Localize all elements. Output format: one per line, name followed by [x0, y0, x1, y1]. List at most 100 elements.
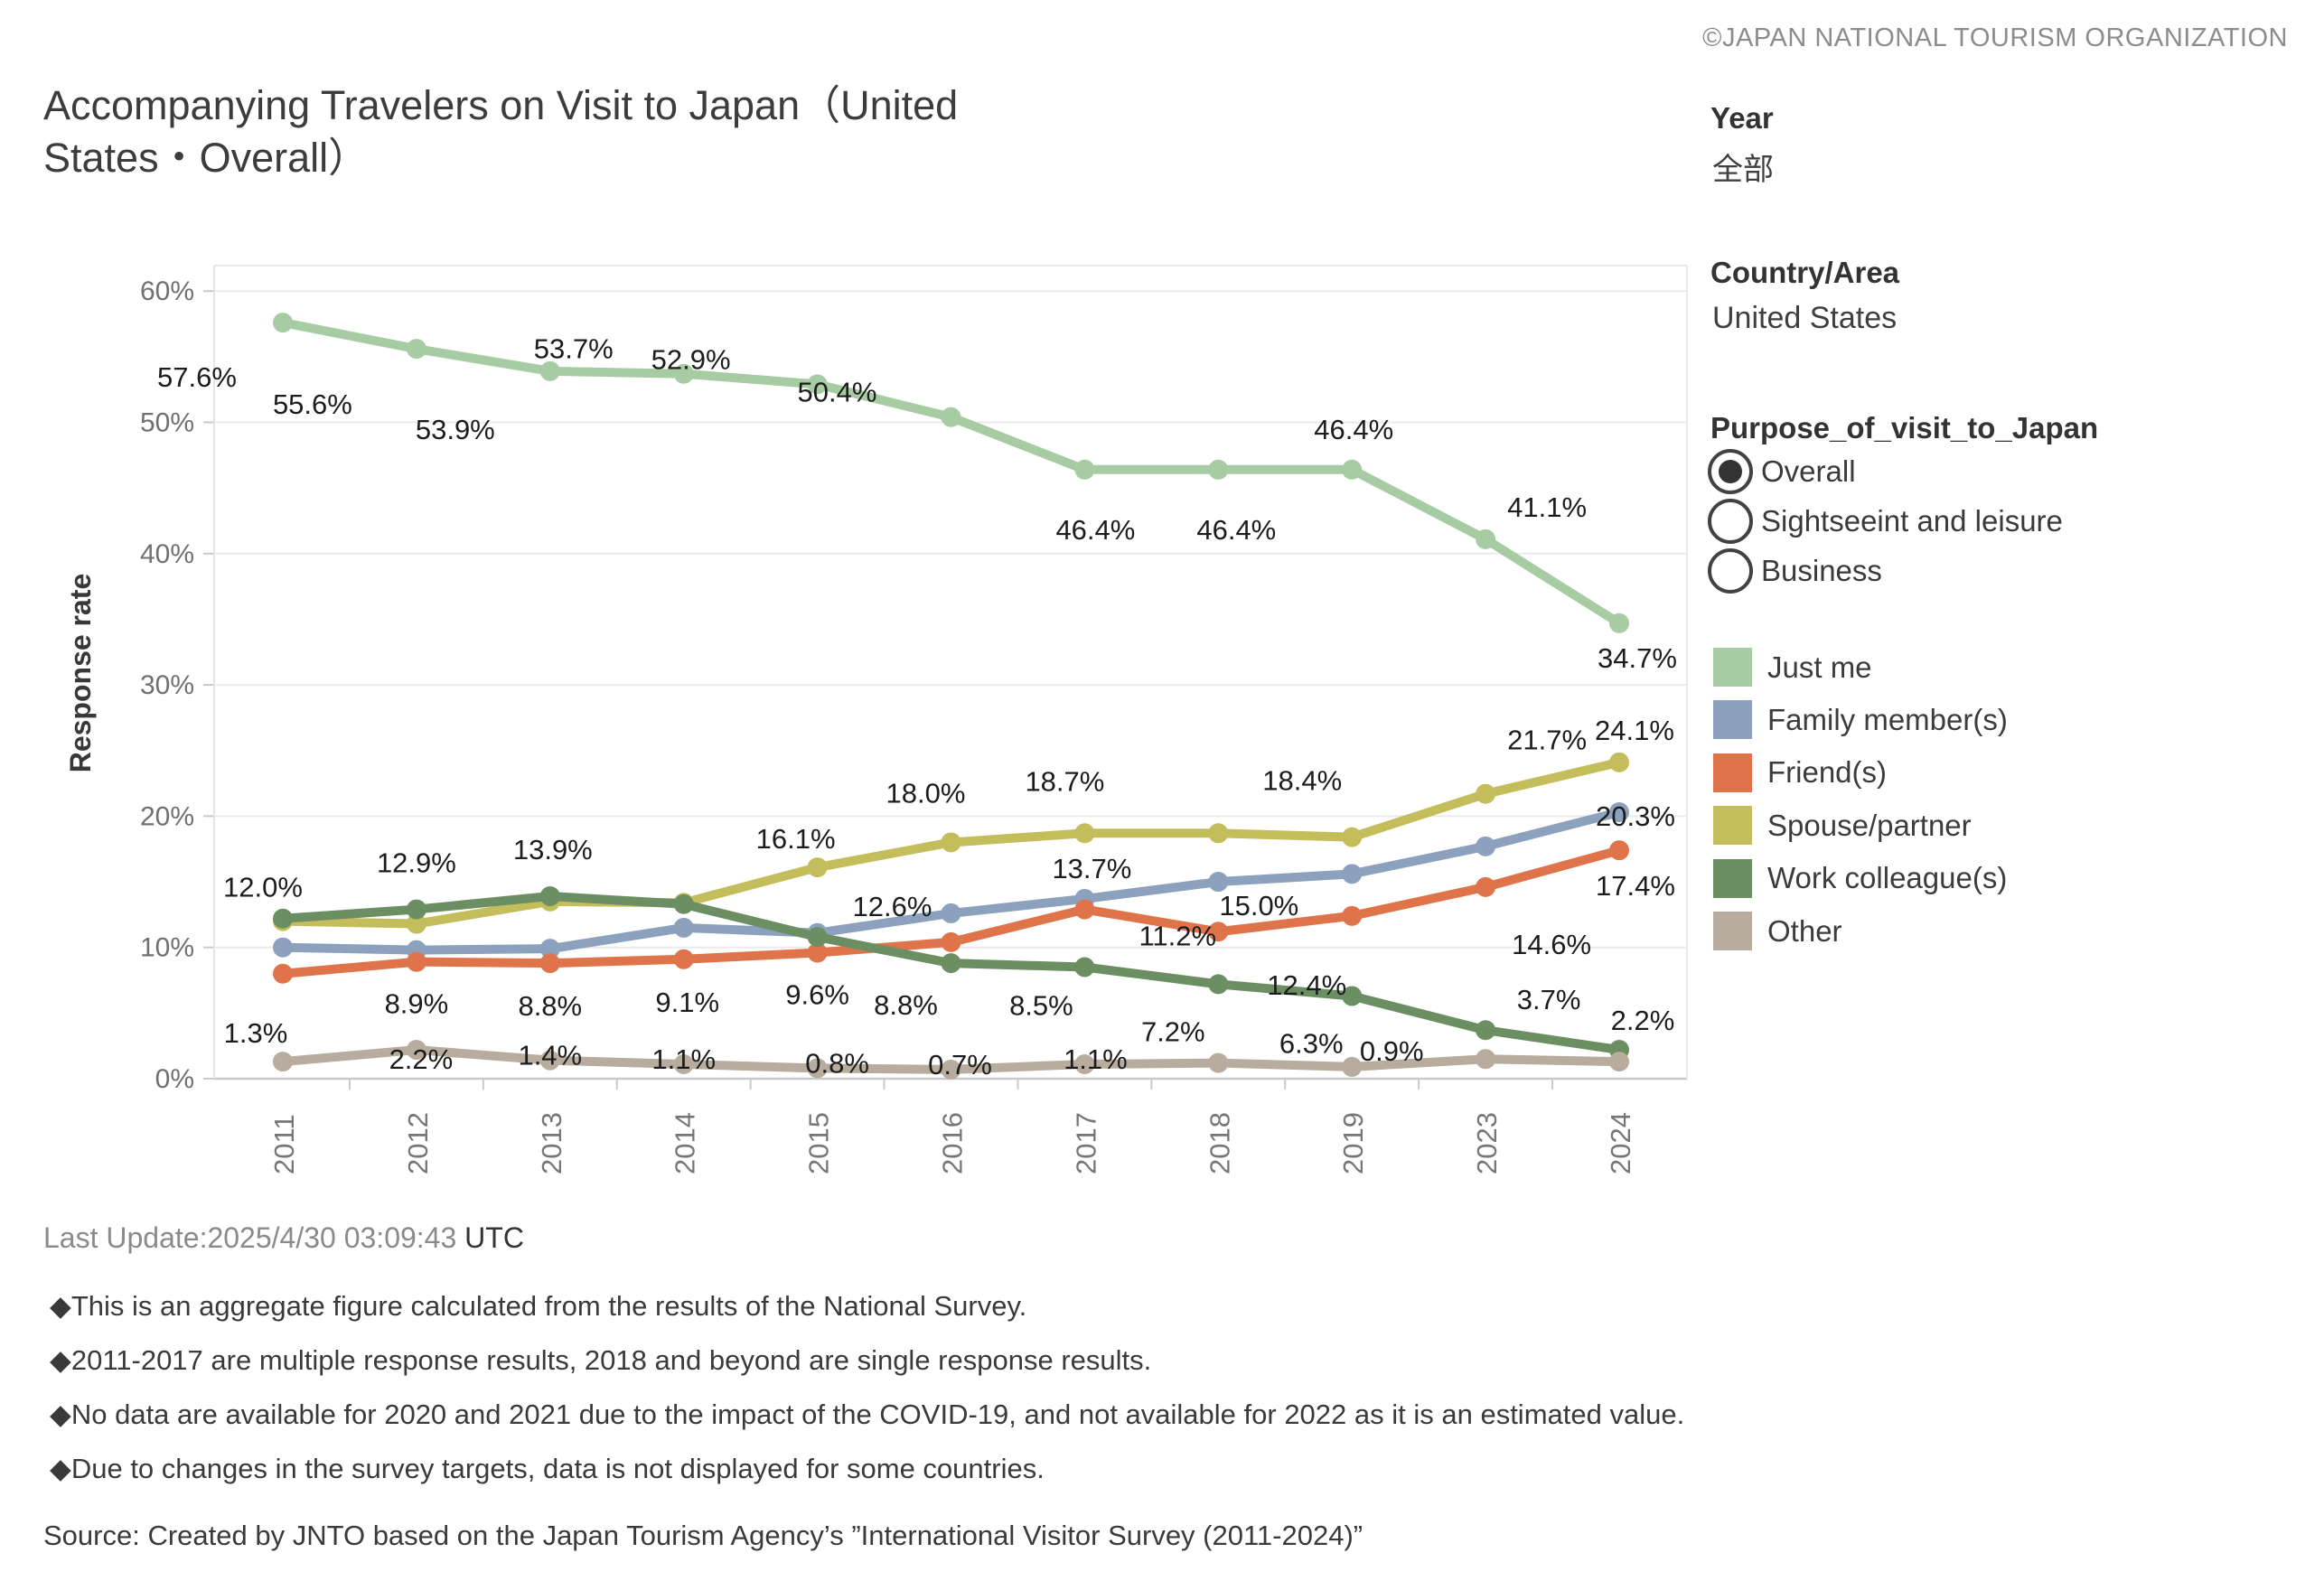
data-point[interactable] [673, 949, 694, 969]
data-point[interactable] [673, 1054, 694, 1075]
data-point-label: 20.3% [1596, 800, 1675, 832]
legend-item-just-me[interactable]: Just me [1713, 648, 1872, 687]
data-point[interactable] [1342, 459, 1363, 480]
data-point[interactable] [1074, 1054, 1095, 1075]
y-tick-label: 0% [155, 1064, 194, 1094]
data-point[interactable] [1208, 823, 1229, 844]
data-point[interactable] [673, 363, 694, 384]
legend-item-spouse-partner[interactable]: Spouse/partner [1713, 806, 1972, 846]
data-point[interactable] [941, 407, 961, 427]
data-point[interactable] [539, 360, 560, 381]
legend-item-other[interactable]: Other [1713, 912, 1842, 950]
country-filter-value[interactable]: United States [1712, 301, 1898, 335]
data-point[interactable] [673, 893, 694, 914]
data-point[interactable] [941, 931, 961, 952]
data-point-label: 13.9% [513, 834, 593, 865]
data-point[interactable] [941, 832, 961, 853]
data-point[interactable] [1342, 905, 1363, 926]
data-point[interactable] [1342, 1056, 1363, 1077]
data-point[interactable] [539, 939, 560, 959]
data-point[interactable] [1074, 957, 1095, 978]
y-tick-label: 60% [140, 276, 194, 306]
chart-title: Accompanying Travelers on Visit to Japan… [43, 80, 1308, 184]
legend-swatch [1713, 806, 1752, 846]
data-point-label: 1.1% [1064, 1043, 1128, 1075]
legend-item-work-colleague-s-[interactable]: Work colleague(s) [1713, 858, 2007, 898]
data-point-label: 6.3% [1279, 1027, 1344, 1059]
data-point[interactable] [539, 953, 560, 974]
data-point[interactable] [539, 886, 560, 907]
data-point[interactable] [1476, 783, 1496, 804]
data-point[interactable] [1476, 529, 1496, 549]
last-update-tz: UTC [456, 1221, 524, 1254]
data-point[interactable] [1609, 802, 1629, 823]
data-point[interactable] [1476, 876, 1496, 897]
data-point[interactable] [807, 374, 828, 395]
data-point[interactable] [1074, 823, 1095, 844]
data-point[interactable] [1208, 974, 1229, 995]
data-point[interactable] [1208, 1052, 1229, 1073]
data-point[interactable] [1342, 827, 1363, 847]
data-point[interactable] [273, 908, 293, 929]
legend-item-family-member-s-[interactable]: Family member(s) [1713, 700, 2008, 740]
purpose-option-business[interactable]: Business [1708, 547, 1882, 594]
data-point[interactable] [1074, 899, 1095, 920]
data-point[interactable] [1074, 459, 1095, 480]
data-point[interactable] [941, 1059, 961, 1080]
data-point[interactable] [1609, 613, 1629, 633]
purpose-option-sightseeint-and-leisure[interactable]: Sightseeint and leisure [1708, 498, 2063, 545]
data-point[interactable] [1208, 872, 1229, 893]
data-point[interactable] [1476, 836, 1496, 856]
data-point[interactable] [273, 1052, 293, 1072]
legend-label: Other [1767, 913, 1842, 948]
data-point[interactable] [1342, 986, 1363, 1006]
data-point-label: 0.7% [928, 1049, 992, 1081]
data-point[interactable] [1208, 921, 1229, 942]
legend-item-friend-s-[interactable]: Friend(s) [1713, 753, 1887, 792]
data-point[interactable] [273, 963, 293, 984]
purpose-option-label: Overall [1761, 454, 1856, 488]
data-point[interactable] [807, 1058, 828, 1079]
data-point[interactable] [1609, 840, 1629, 861]
x-tick-label: 2016 [937, 1112, 969, 1174]
data-point[interactable] [406, 913, 426, 934]
country-filter-label: Country/Area [1710, 256, 1900, 289]
y-tick-label: 40% [140, 539, 194, 569]
x-tick-label: 2012 [402, 1112, 434, 1174]
series-just-me[interactable] [273, 313, 1629, 633]
year-filter-value[interactable]: 全部 [1712, 153, 1774, 187]
footnotes: ◆This is an aggregate figure calculated … [50, 1290, 1684, 1507]
data-point-label: 1.3% [224, 1017, 288, 1049]
data-point[interactable] [807, 942, 828, 963]
data-point[interactable] [1609, 752, 1629, 772]
data-point-label: 57.6% [157, 361, 237, 393]
data-point[interactable] [1476, 1049, 1496, 1070]
data-point[interactable] [1342, 864, 1363, 884]
data-point-label: 11.2% [1139, 920, 1216, 951]
data-point-label: 12.0% [223, 872, 303, 903]
data-point[interactable] [1476, 1020, 1496, 1041]
purpose-option-label: Sightseeint and leisure [1761, 504, 2063, 538]
data-point[interactable] [673, 917, 694, 938]
x-tick-label: 2013 [536, 1112, 567, 1174]
data-point[interactable] [406, 951, 426, 972]
data-point[interactable] [273, 937, 293, 958]
data-point[interactable] [807, 857, 828, 878]
data-point[interactable] [273, 313, 293, 333]
series-line [278, 318, 1624, 628]
data-point[interactable] [941, 953, 961, 974]
data-point[interactable] [406, 899, 426, 920]
data-point[interactable] [1208, 459, 1229, 480]
x-tick-label: 2015 [803, 1112, 835, 1174]
purpose-option-overall[interactable]: Overall [1708, 448, 1856, 495]
series-friend-s-[interactable] [273, 840, 1629, 984]
data-point[interactable] [406, 339, 426, 360]
data-point[interactable] [539, 1050, 560, 1071]
footnote: ◆This is an aggregate figure calculated … [50, 1290, 1027, 1322]
series-other[interactable] [273, 1040, 1629, 1080]
data-point[interactable] [941, 903, 961, 923]
data-point[interactable] [406, 1040, 426, 1061]
data-point[interactable] [1609, 1052, 1629, 1072]
data-point[interactable] [807, 927, 828, 948]
series-work-colleague-s-[interactable] [273, 886, 1629, 1061]
